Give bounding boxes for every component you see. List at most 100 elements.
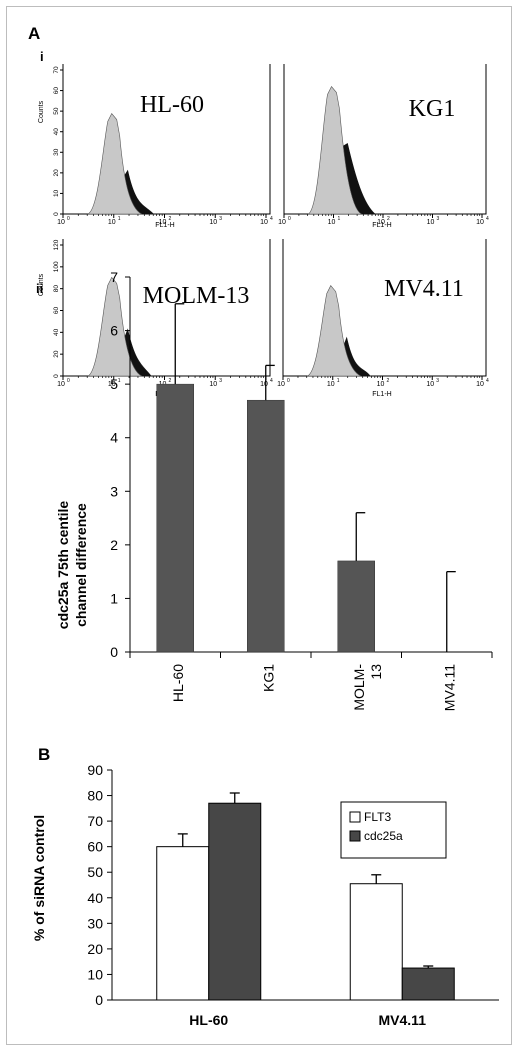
chart2-category-label: 13 [368,664,384,680]
panel-label-A: A [28,24,40,43]
hist-xtick-label: 10 [57,219,65,226]
histogram-control-fill [308,85,362,215]
hist-xtick-exponent: 1 [118,216,121,222]
chart2-ylabel-line2: channel difference [73,503,89,627]
hist-xtick-exponent: 0 [287,378,290,384]
histogram-mv411: 10 0 10 1 10 2 10 3 10 4 FL1-H MV4.11 [277,239,489,398]
figure-border [6,6,512,1045]
hist-xtick-label: 10 [277,381,285,388]
chart3-ylabel: % of siRNA control [31,815,47,941]
hist-xtick-exponent: 3 [436,378,439,384]
hist-ytick-label: 100 [53,261,60,272]
chart3-category-label: HL-60 [189,1012,228,1028]
hist-xtick-label: 10 [209,219,217,226]
histogram-kg1: 10 0 10 1 10 2 10 3 10 4 FL1-H KG1 [278,64,489,229]
chart2-ytick-label: 7 [110,269,118,285]
chart-sirna-control: % of siRNA control FLT3 cdc25a 0 10 20 30 40… [31,762,499,1028]
hist-title: KG1 [409,96,456,122]
legend-label-flt3: FLT3 [364,810,391,824]
chart2-bar [247,399,285,653]
hist-ytick-label: 30 [53,148,60,156]
chart2-ytick-label: 0 [110,644,118,660]
hist-xtick-label: 10 [427,219,435,226]
hist-ylabel: Counts [38,273,45,296]
hist-ytick-label: 40 [53,328,60,336]
hist-ytick-label: 10 [53,189,60,197]
hist-xtick-exponent: 4 [486,378,489,384]
chart2-category-label: HL-60 [170,664,186,702]
chart3-ytick-label: 10 [87,966,103,982]
hist-yticks: 0 20 40 60 80 100 120 [53,239,63,378]
hist-axes [282,239,487,377]
hist-xtick-exponent: 4 [486,216,489,222]
histogram-control-fill [87,112,142,215]
hist-ytick-label: 40 [53,128,60,136]
chart2-category-label: KG1 [260,664,276,692]
hist-xtick-exponent: 2 [387,378,390,384]
hist-xtick-label: 10 [377,219,385,226]
chart3-bar-flt3 [349,883,403,1001]
hist-xtick-label: 10 [260,381,268,388]
chart3-ytick-label: 30 [87,915,103,931]
hist-yticks: 0 10 20 30 40 50 60 70 [53,66,63,216]
hist-axes [62,64,271,215]
chart2-ytick-label: 3 [110,483,118,499]
hist-xtick-label: 10 [260,219,268,226]
chart3-ytick-label: 70 [87,813,103,829]
hist-xtick-exponent: 1 [337,378,340,384]
hist-title: MV4.11 [384,276,464,302]
chart3-category-label: MV4.11 [379,1012,427,1028]
chart3-ytick-label: 50 [87,864,103,880]
legend-label-cdc25a: cdc25a [364,829,403,843]
chart2-bar [156,383,194,653]
hist-ytick-label: 60 [53,307,60,315]
chart2-ytick-label: 2 [110,537,118,553]
hist-xtick-label: 10 [476,381,484,388]
hist-axes [283,64,487,215]
hist-xtick-label: 10 [209,381,217,388]
hist-xtick-label: 10 [159,219,167,226]
hist-xtick-exponent: 2 [169,378,172,384]
hist-title: MOLM-13 [143,283,250,309]
legend-swatch-flt3 [349,811,361,823]
hist-xlabel: FL1-H [372,222,391,229]
hist-xtick-exponent: 0 [288,216,291,222]
hist-ytick-label: 70 [53,66,60,74]
hist-xtick-label: 10 [377,381,385,388]
hist-ytick-label: 50 [53,107,60,115]
legend-swatch-cdc25a [349,830,361,842]
hist-ytick-label: 20 [53,350,60,358]
hist-xtick-exponent: 2 [169,216,172,222]
hist-xtick-label: 10 [426,381,434,388]
hist-xtick-label: 10 [278,219,286,226]
hist-ytick-label: 20 [53,169,60,177]
panel-label-ii: ii [36,281,43,296]
hist-xtick-label: 10 [328,219,336,226]
chart2-ytick-label: 5 [110,376,118,392]
hist-xtick-exponent: 4 [270,378,273,384]
chart2-ytick-label: 1 [110,590,118,606]
hist-title: HL-60 [140,92,204,118]
hist-xtick-exponent: 0 [67,216,70,222]
histogram-control-fill [87,276,142,377]
chart3-ytick-label: 90 [87,762,103,778]
chart3-ytick-label: 60 [87,839,103,855]
histogram-control-fill [307,285,361,377]
panel-label-B: B [38,745,50,764]
chart3-ytick-label: 40 [87,890,103,906]
hist-xtick-exponent: 3 [219,216,222,222]
chart3-bar-flt3 [156,846,210,1001]
hist-xtick-label: 10 [57,381,65,388]
chart3-bar-cdc25a [208,802,262,1001]
hist-xtick-exponent: 3 [437,216,440,222]
chart-cdc25a-channel-difference: cdc25a 75th centile channel difference 0… [55,269,493,711]
chart2-ytick-label: 4 [110,430,118,446]
hist-ylabel: Counts [38,100,45,123]
hist-xtick-exponent: 0 [67,378,70,384]
